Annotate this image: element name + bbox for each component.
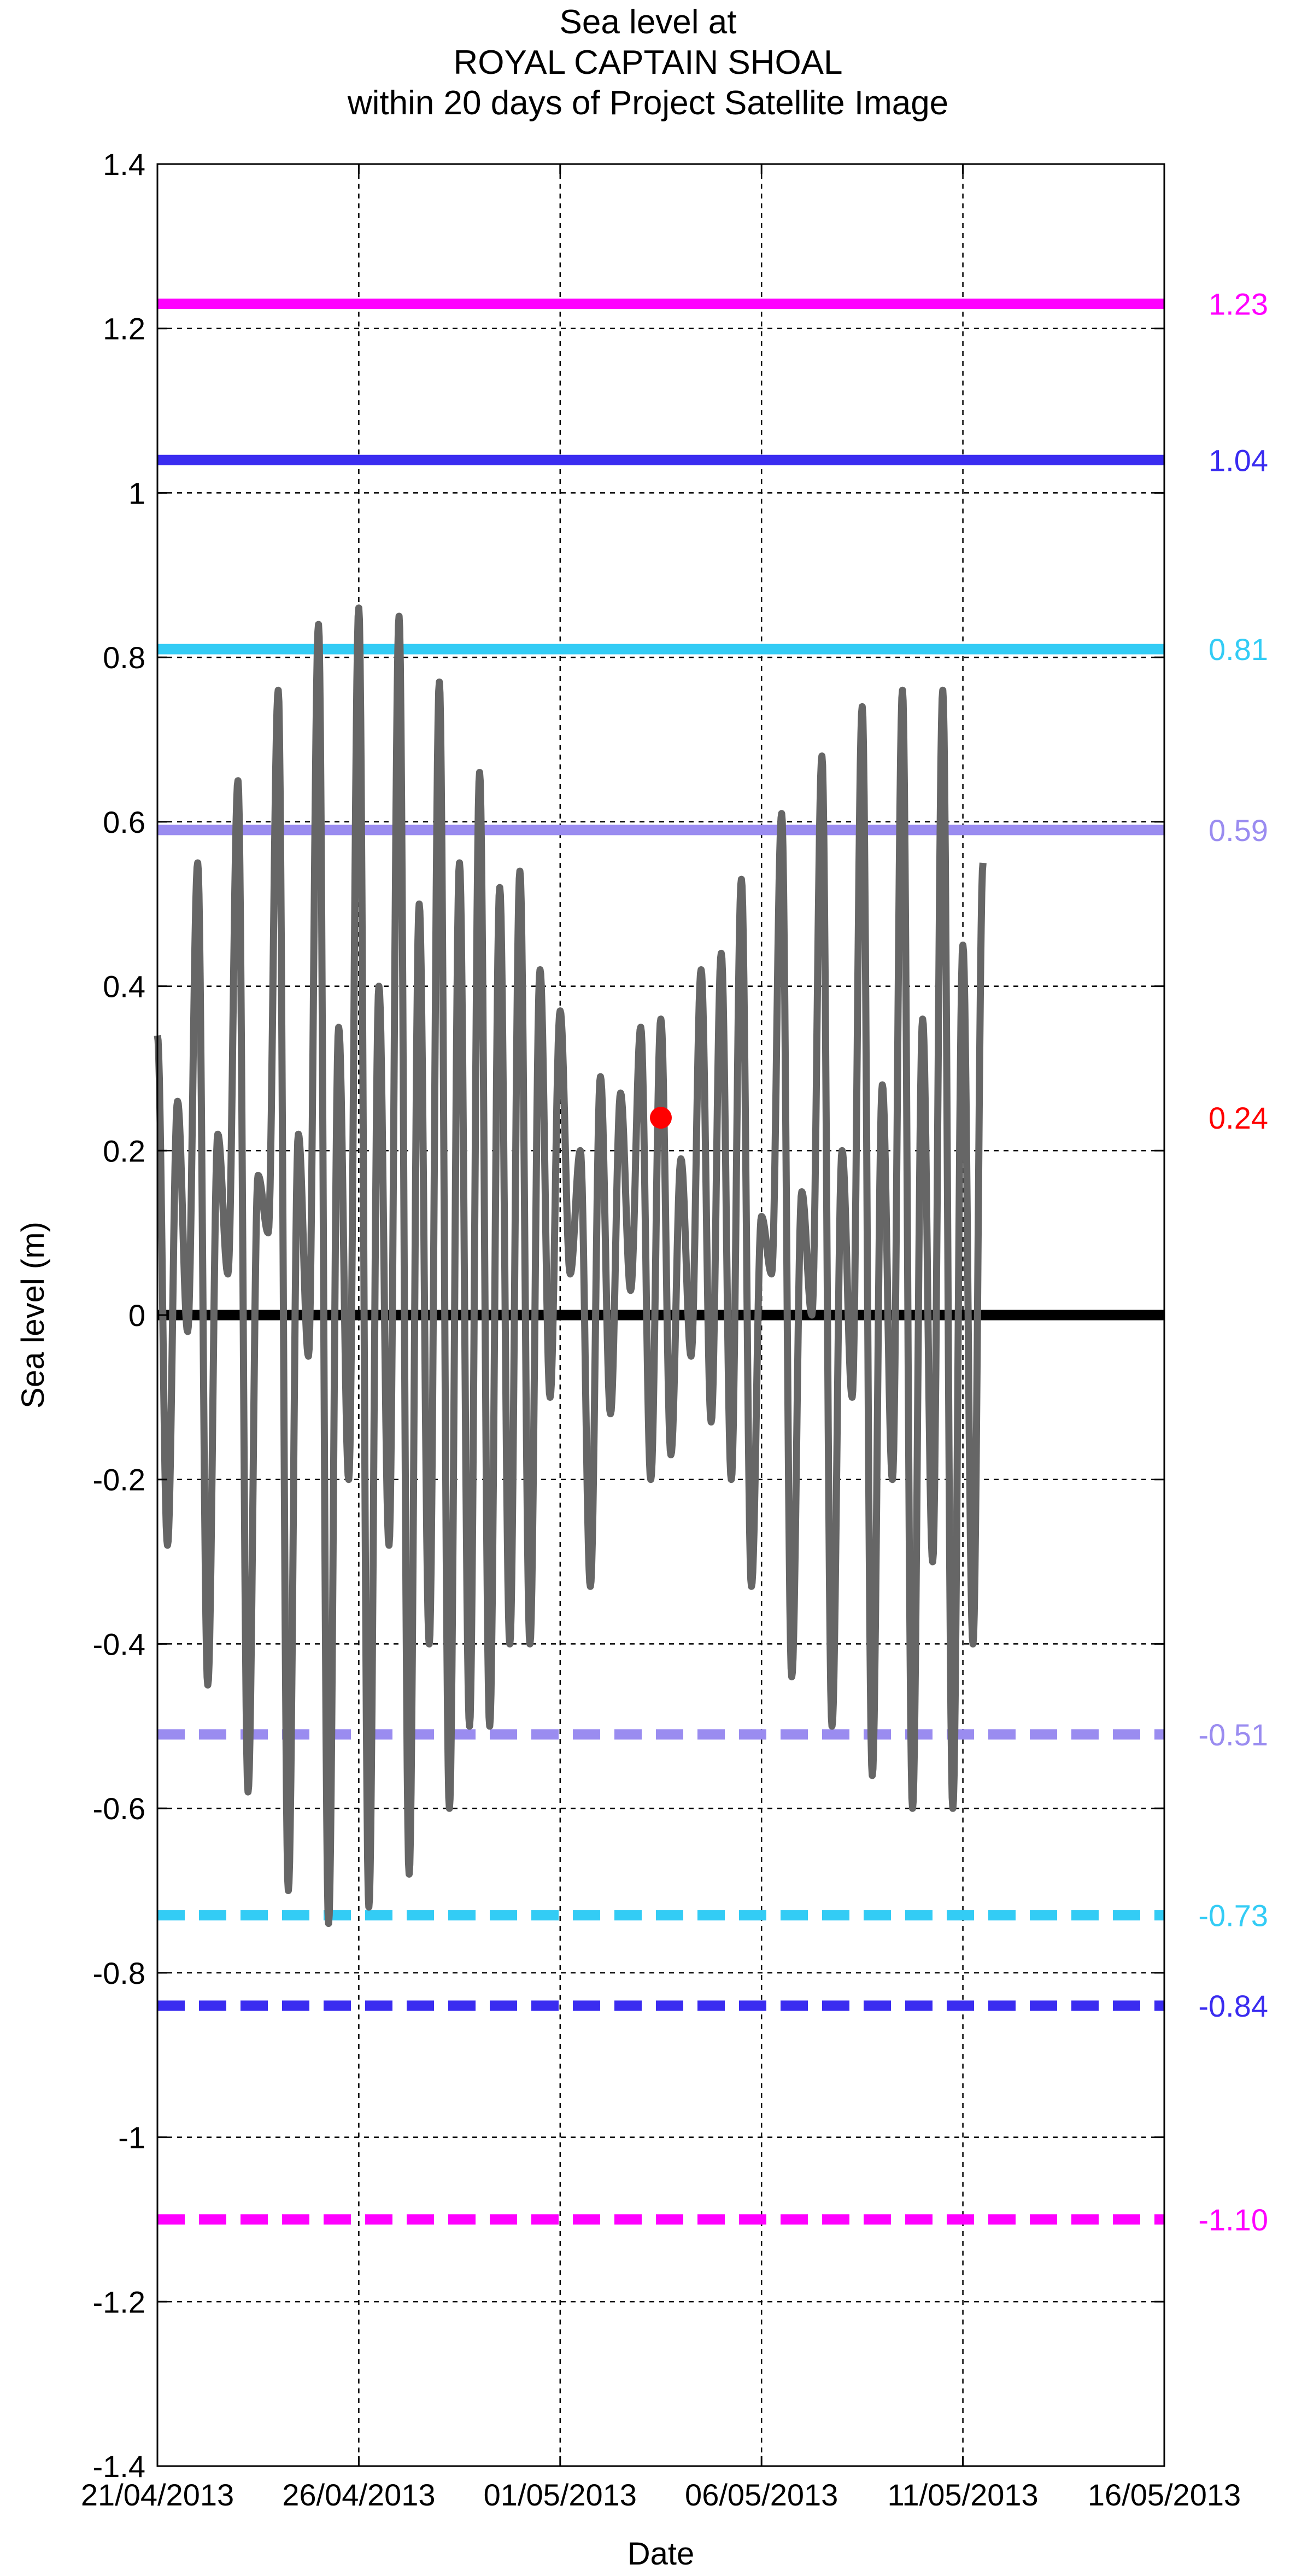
y-tick-label: 0.2 — [103, 1134, 145, 1168]
y-tick-label: 0.6 — [103, 805, 145, 839]
observation-marker — [650, 1107, 672, 1129]
y-axis-label: Sea level (m) — [15, 1222, 51, 1409]
reference-line-label: 1.04 — [1209, 443, 1268, 477]
y-tick-label: -0.4 — [93, 1627, 146, 1661]
y-tick-label: -1 — [118, 2121, 145, 2155]
x-axis-label: Date — [628, 2536, 695, 2572]
chart-title-line-3: within 20 days of Project Satellite Imag… — [347, 84, 949, 122]
reference-line-label: -0.73 — [1198, 1899, 1268, 1933]
grid — [157, 164, 1164, 2466]
y-tick-label: 0.8 — [103, 640, 145, 675]
x-tick-label: 11/05/2013 — [888, 2478, 1039, 2512]
x-tick-label: 21/04/2013 — [81, 2478, 234, 2512]
ticks — [156, 163, 1165, 2467]
labels: 1.4 1.2 1 0.8 0.6 0.4 0.2 0 -0.2 -0.4 -0.6 -0.8 -1 -1… — [81, 147, 1268, 2512]
sea-level-series-line — [154, 604, 987, 1927]
y-tick-label: -0.2 — [93, 1463, 146, 1497]
y-tick-label: 0.4 — [103, 969, 145, 1004]
chart-title-line-1: Sea level at — [559, 3, 737, 41]
x-tick-label: 16/05/2013 — [1088, 2478, 1241, 2512]
y-tick-label: -1.4 — [93, 2449, 146, 2484]
reference-line-label: 1.23 — [1209, 287, 1268, 322]
reference-line-label: 0.59 — [1209, 813, 1268, 848]
x-tick-label: 01/05/2013 — [484, 2478, 637, 2512]
reference-line-label: 0.81 — [1209, 632, 1268, 667]
reference-line-label: -0.84 — [1198, 1989, 1268, 2023]
y-tick-label: -0.8 — [93, 1956, 146, 1990]
y-tick-label: 1.4 — [103, 147, 145, 182]
observation-marker-label: 0.24 — [1209, 1101, 1268, 1135]
y-tick-label: 1 — [128, 476, 145, 510]
y-tick-label: 0 — [128, 1298, 145, 1333]
reference-line-label: -0.51 — [1198, 1718, 1268, 1752]
y-tick-label: -0.6 — [93, 1791, 146, 1826]
x-tick-label: 06/05/2013 — [685, 2478, 838, 2512]
y-tick-label: -1.2 — [93, 2285, 146, 2319]
series-layer — [154, 604, 987, 1927]
x-tick-label: 26/04/2013 — [282, 2478, 435, 2512]
chart-title-line-2: ROYAL CAPTAIN SHOAL — [453, 44, 843, 81]
reference-line-label: -1.10 — [1198, 2203, 1268, 2237]
y-tick-label: 1.2 — [103, 312, 145, 346]
